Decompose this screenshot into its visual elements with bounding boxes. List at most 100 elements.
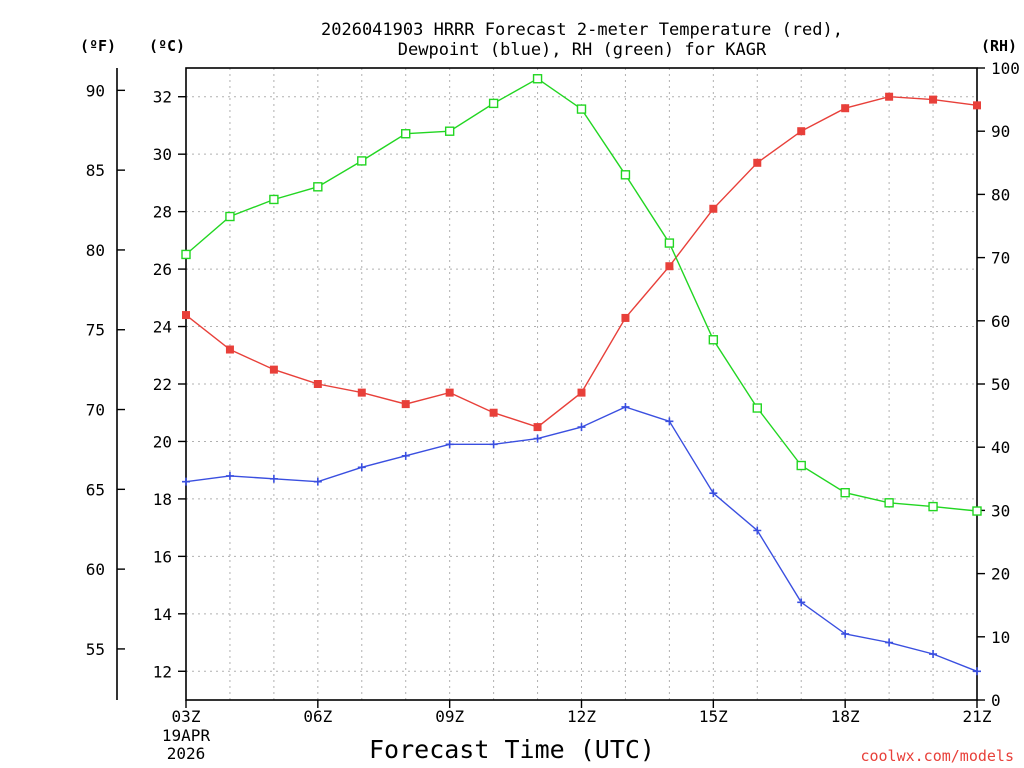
date-label-line2: 2026	[167, 744, 206, 763]
temperature-point	[841, 104, 850, 113]
dewpoint-point	[357, 463, 366, 472]
fahrenheit-tick-label: 65	[86, 480, 105, 499]
rh-point	[181, 249, 191, 260]
celsius-tick-label: 12	[153, 662, 172, 681]
series-rh	[181, 74, 982, 516]
rh-tick-label: 60	[991, 312, 1010, 331]
rh-point	[444, 126, 455, 136]
rh-point	[401, 129, 411, 139]
dewpoint-point	[665, 417, 674, 426]
temperature-point	[929, 95, 938, 104]
data-series	[181, 74, 982, 676]
dewpoint-point	[929, 650, 938, 659]
rh-tick-label: 10	[991, 628, 1010, 647]
celsius-tick-label: 22	[153, 375, 172, 394]
temperature-point	[797, 127, 806, 136]
rh-point	[313, 182, 323, 192]
x-tick-label: 09Z	[435, 707, 464, 726]
celsius-tick-label: 16	[153, 547, 172, 566]
rh-unit-label: (RH)	[981, 37, 1017, 55]
dewpoint-point	[445, 440, 454, 449]
credit-text: coolwx.com/models	[860, 747, 1014, 765]
temperature-point	[973, 101, 981, 110]
temperature-point	[313, 380, 322, 388]
x-tick-label: 18Z	[831, 707, 860, 726]
temperature-point	[182, 311, 190, 320]
x-axis-label: Forecast Time (UTC)	[369, 735, 655, 764]
x-tick-label: 15Z	[699, 707, 728, 726]
grid-lines	[186, 68, 977, 700]
temperature-point	[577, 388, 586, 397]
rh-point	[269, 194, 279, 205]
fahrenheit-tick-label: 85	[86, 161, 105, 180]
temperature-point	[401, 400, 410, 409]
temperature-point	[621, 313, 630, 322]
date-label-line1: 19APR	[162, 726, 211, 745]
rh-tick-label: 100	[991, 59, 1020, 78]
rh-point	[796, 460, 806, 471]
x-tick-label: 12Z	[567, 707, 596, 726]
temperature-point	[533, 423, 542, 432]
dewpoint-point	[269, 474, 278, 483]
chart-title-line2: Dewpoint (blue), RH (green) for KAGR	[398, 40, 767, 60]
celsius-tick-label: 24	[153, 318, 172, 337]
rh-point	[357, 156, 367, 166]
fahrenheit-tick-label: 80	[86, 241, 105, 260]
rh-tick-label: 50	[991, 375, 1010, 394]
rh-tick-label: 70	[991, 249, 1010, 268]
temperature-point	[445, 388, 454, 397]
rh-point	[576, 104, 587, 114]
dewpoint-point	[533, 434, 542, 443]
dewpoint-point	[753, 526, 762, 535]
rh-point	[532, 74, 543, 84]
temperature-point	[709, 204, 718, 213]
rh-point	[620, 170, 631, 180]
rh-tick-label: 20	[991, 565, 1010, 584]
rh-point	[928, 501, 938, 512]
dewpoint-point	[182, 477, 190, 486]
rh-point	[708, 335, 719, 345]
dewpoint-point	[577, 423, 586, 432]
rh-tick-label: 80	[991, 185, 1010, 204]
temperature-point	[357, 388, 366, 397]
axes	[116, 67, 985, 708]
temperature-point	[885, 92, 894, 101]
x-tick-label: 06Z	[303, 707, 332, 726]
rh-point	[664, 238, 675, 248]
fahrenheit-tick-label: 60	[86, 560, 105, 579]
temperature-point	[269, 365, 278, 374]
rh-point	[488, 98, 499, 109]
fahrenheit-unit-label: (ºF)	[80, 37, 116, 55]
dewpoint-point	[797, 598, 806, 607]
rh-point	[884, 498, 894, 508]
x-tick-label: 03Z	[172, 707, 201, 726]
celsius-tick-label: 28	[153, 203, 172, 222]
temperature-point	[489, 408, 498, 417]
celsius-tick-label: 32	[153, 88, 172, 107]
celsius-unit-label: (ºC)	[149, 37, 185, 55]
dewpoint-point	[401, 451, 410, 460]
dewpoint-point	[885, 638, 894, 647]
temperature-point	[753, 158, 762, 167]
dewpoint-point	[621, 402, 630, 411]
dewpoint-point	[973, 667, 981, 676]
fahrenheit-tick-label: 75	[86, 321, 105, 340]
rh-tick-label: 30	[991, 501, 1010, 520]
series-temperature	[182, 92, 981, 432]
rh-point	[752, 403, 762, 413]
tick-labels: 12 14 16 18 20 22 24 26 28 30 32 55 60 65 70 75 80 85 90 0 1…	[86, 59, 1020, 726]
celsius-tick-label: 30	[153, 145, 172, 164]
fahrenheit-tick-label: 90	[86, 81, 105, 100]
dewpoint-point	[709, 489, 718, 498]
dewpoint-point	[313, 477, 322, 486]
celsius-tick-label: 20	[153, 432, 172, 451]
fahrenheit-tick-label: 55	[86, 640, 105, 659]
fahrenheit-tick-label: 70	[86, 401, 105, 420]
chart-title-line1: 2026041903 HRRR Forecast 2-meter Tempera…	[321, 20, 843, 40]
rh-point	[972, 506, 982, 516]
rh-tick-label: 40	[991, 438, 1010, 457]
x-tick-label: 21Z	[963, 707, 992, 726]
celsius-tick-label: 18	[153, 490, 172, 509]
rh-tick-label: 0	[991, 691, 1001, 710]
